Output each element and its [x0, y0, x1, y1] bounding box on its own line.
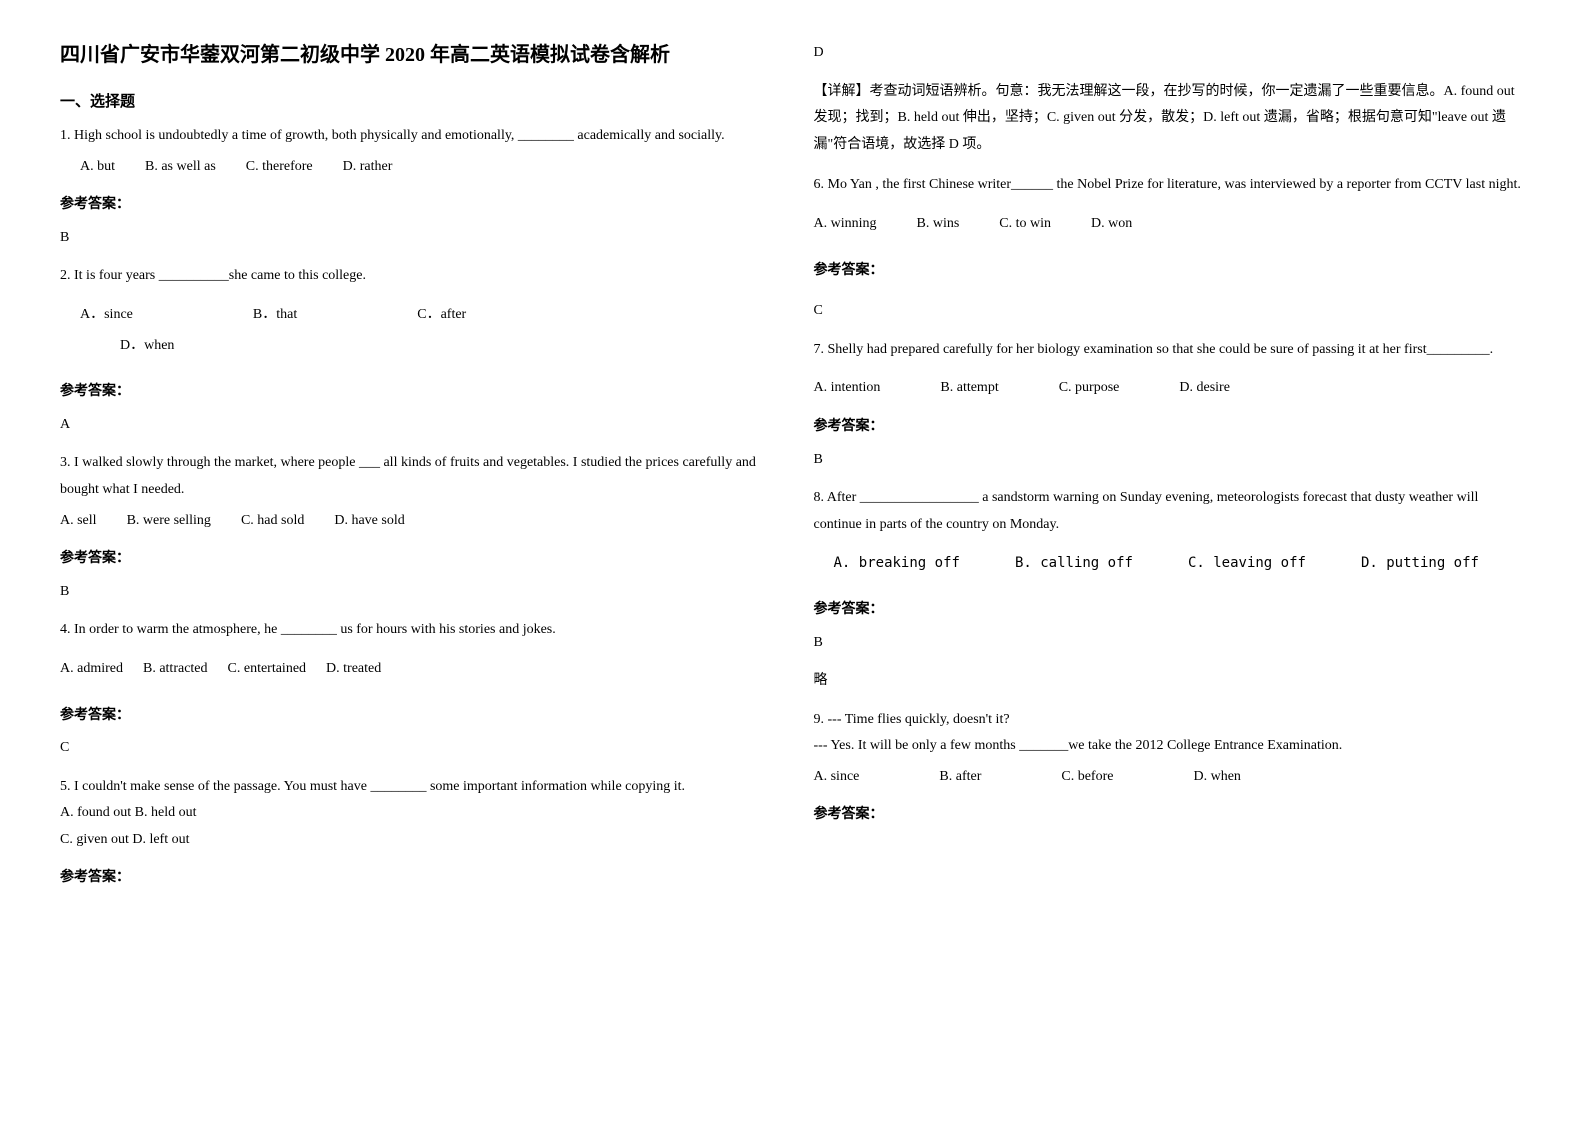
question-2-answer: A: [60, 412, 774, 439]
option: A. admired: [60, 656, 123, 683]
question-8: 8. After _________________ a sandstorm w…: [814, 485, 1528, 577]
option: B. wins: [917, 211, 960, 238]
question-1: 1. High school is undoubtedly a time of …: [60, 123, 774, 180]
question-4-options: A. admired B. attracted C. entertained D…: [60, 656, 774, 683]
section-header: 一、选择题: [60, 90, 774, 111]
option: D. treated: [326, 656, 381, 683]
question-5-options-line2: C. given out D. left out: [60, 827, 774, 854]
option: D. when: [1193, 764, 1240, 791]
question-6-answer: C: [814, 298, 1528, 325]
option: A. since: [814, 764, 860, 791]
question-2-options-2: D．when: [60, 333, 774, 360]
option: D. won: [1091, 211, 1132, 238]
question-1-options: A. but B. as well as C. therefore D. rat…: [60, 154, 774, 181]
answer-label: 参考答案：: [814, 258, 1528, 285]
question-7-options: A. intention B. attempt C. purpose D. de…: [814, 375, 1528, 402]
question-5-options-line1: A. found out B. held out: [60, 800, 774, 827]
option: D．when: [120, 333, 174, 360]
option: A. but: [80, 154, 115, 181]
option: B．that: [253, 302, 297, 329]
question-8-options: A. breaking off B. calling off C. leavin…: [814, 550, 1528, 577]
question-4-answer: C: [60, 735, 774, 762]
answer-label: 参考答案：: [60, 379, 774, 406]
question-6: 6. Mo Yan , the first Chinese writer____…: [814, 172, 1528, 237]
option: C. therefore: [246, 154, 313, 181]
option: B. after: [939, 764, 981, 791]
right-column: D 【详解】考查动词短语辨析。句意：我无法理解这一段，在抄写的时候，你一定遗漏了…: [814, 40, 1528, 1082]
option: D. rather: [343, 154, 393, 181]
question-7: 7. Shelly had prepared carefully for her…: [814, 337, 1528, 402]
option: A. breaking off: [834, 550, 960, 577]
question-2: 2. It is four years __________she came t…: [60, 263, 774, 359]
answer-label: 参考答案：: [814, 597, 1528, 624]
question-2-text: 2. It is four years __________she came t…: [60, 263, 774, 290]
option: C. entertained: [228, 656, 307, 683]
answer-label: 参考答案：: [60, 865, 774, 892]
option: A. sell: [60, 508, 97, 535]
option: A．since: [80, 302, 133, 329]
question-4: 4. In order to warm the atmosphere, he _…: [60, 617, 774, 682]
question-3-text: 3. I walked slowly through the market, w…: [60, 450, 774, 503]
option: C．after: [417, 302, 466, 329]
question-5-answer: D: [814, 40, 1528, 67]
option: C. before: [1061, 764, 1113, 791]
question-5-explanation: 【详解】考查动词短语辨析。句意：我无法理解这一段，在抄写的时候，你一定遗漏了一些…: [814, 79, 1528, 159]
option: D. putting off: [1361, 550, 1479, 577]
question-7-answer: B: [814, 447, 1528, 474]
question-5: 5. I couldn't make sense of the passage.…: [60, 774, 774, 854]
question-4-text: 4. In order to warm the atmosphere, he _…: [60, 617, 774, 644]
question-9-text-line2: --- Yes. It will be only a few months __…: [814, 733, 1528, 760]
left-column: 四川省广安市华蓥双河第二初级中学 2020 年高二英语模拟试卷含解析 一、选择题…: [60, 40, 774, 1082]
question-2-options: A．since B．that C．after: [60, 302, 774, 329]
question-6-text: 6. Mo Yan , the first Chinese writer____…: [814, 172, 1528, 199]
answer-label: 参考答案：: [814, 802, 1528, 829]
option: B. calling off: [1015, 550, 1133, 577]
answer-label: 参考答案：: [60, 192, 774, 219]
answer-label: 参考答案：: [814, 414, 1528, 441]
answer-label: 参考答案：: [60, 703, 774, 730]
question-3-options: A. sell B. were selling C. had sold D. h…: [60, 508, 774, 535]
answer-label: 参考答案：: [60, 546, 774, 573]
option: C. had sold: [241, 508, 304, 535]
question-8-answer: B: [814, 630, 1528, 657]
question-5-text: 5. I couldn't make sense of the passage.…: [60, 774, 774, 801]
option: C. leaving off: [1188, 550, 1306, 577]
question-9-text-line1: 9. --- Time flies quickly, doesn't it?: [814, 707, 1528, 734]
option: B. attempt: [940, 375, 998, 402]
question-1-text: 1. High school is undoubtedly a time of …: [60, 123, 774, 150]
question-1-answer: B: [60, 225, 774, 252]
question-7-text: 7. Shelly had prepared carefully for her…: [814, 337, 1528, 364]
option: C. purpose: [1059, 375, 1120, 402]
question-8-text: 8. After _________________ a sandstorm w…: [814, 485, 1528, 538]
question-3-answer: B: [60, 579, 774, 606]
question-8-omit: 略: [814, 668, 1528, 695]
option: D. desire: [1179, 375, 1230, 402]
question-6-options: A. winning B. wins C. to win D. won: [814, 211, 1528, 238]
option: A. winning: [814, 211, 877, 238]
option: C. to win: [999, 211, 1051, 238]
option: A. intention: [814, 375, 881, 402]
question-9-options: A. since B. after C. before D. when: [814, 764, 1528, 791]
question-3: 3. I walked slowly through the market, w…: [60, 450, 774, 534]
question-9: 9. --- Time flies quickly, doesn't it? -…: [814, 707, 1528, 791]
option: B. were selling: [127, 508, 211, 535]
document-title: 四川省广安市华蓥双河第二初级中学 2020 年高二英语模拟试卷含解析: [60, 40, 774, 70]
option: D. have sold: [334, 508, 404, 535]
option: B. as well as: [145, 154, 216, 181]
option: B. attracted: [143, 656, 208, 683]
